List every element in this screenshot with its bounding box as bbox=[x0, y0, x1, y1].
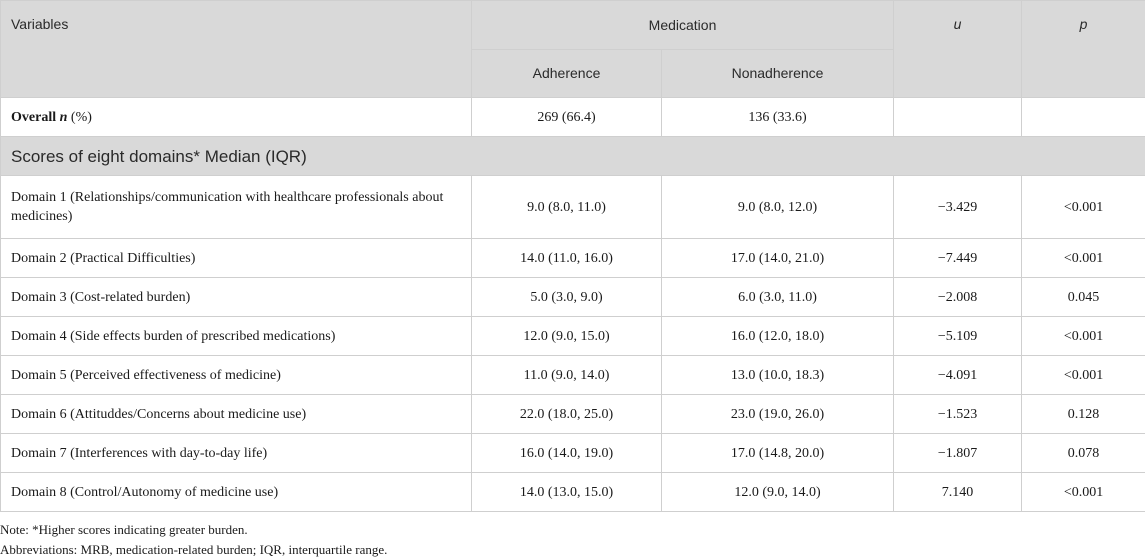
overall-nonadherence: 136 (33.6) bbox=[662, 98, 894, 137]
row-u: 7.140 bbox=[894, 473, 1022, 512]
overall-label: Overall n (%) bbox=[1, 98, 472, 137]
row-p: 0.078 bbox=[1022, 434, 1145, 473]
section-label: Scores of eight domains* Median (IQR) bbox=[1, 137, 1145, 176]
overall-label-bold: Overall bbox=[11, 110, 56, 125]
table-row: Domain 7 (Interferences with day-to-day … bbox=[1, 434, 1145, 473]
row-u: −3.429 bbox=[894, 176, 1022, 239]
row-label: Domain 6 (Attituddes/Concerns about medi… bbox=[1, 395, 472, 434]
table-notes: Note: *Higher scores indicating greater … bbox=[0, 512, 1145, 560]
row-nonadherence: 16.0 (12.0, 18.0) bbox=[662, 317, 894, 356]
row-nonadherence: 6.0 (3.0, 11.0) bbox=[662, 278, 894, 317]
table-row: Domain 3 (Cost-related burden) 5.0 (3.0,… bbox=[1, 278, 1145, 317]
row-adherence: 22.0 (18.0, 25.0) bbox=[472, 395, 662, 434]
row-u: −5.109 bbox=[894, 317, 1022, 356]
overall-row: Overall n (%) 269 (66.4) 136 (33.6) bbox=[1, 98, 1145, 137]
row-p: <0.001 bbox=[1022, 473, 1145, 512]
row-p: <0.001 bbox=[1022, 176, 1145, 239]
row-p: 0.045 bbox=[1022, 278, 1145, 317]
row-adherence: 14.0 (13.0, 15.0) bbox=[472, 473, 662, 512]
row-label: Domain 3 (Cost-related burden) bbox=[1, 278, 472, 317]
row-adherence: 14.0 (11.0, 16.0) bbox=[472, 239, 662, 278]
row-nonadherence: 23.0 (19.0, 26.0) bbox=[662, 395, 894, 434]
header-nonadherence: Nonadherence bbox=[662, 50, 894, 98]
row-label: Domain 7 (Interferences with day-to-day … bbox=[1, 434, 472, 473]
row-u: −1.523 bbox=[894, 395, 1022, 434]
table-body: Overall n (%) 269 (66.4) 136 (33.6) Scor… bbox=[1, 98, 1145, 512]
overall-u bbox=[894, 98, 1022, 137]
row-adherence: 11.0 (9.0, 14.0) bbox=[472, 356, 662, 395]
overall-adherence: 269 (66.4) bbox=[472, 98, 662, 137]
overall-label-n: n bbox=[60, 110, 68, 125]
table-row: Domain 4 (Side effects burden of prescri… bbox=[1, 317, 1145, 356]
row-label: Domain 5 (Perceived effectiveness of med… bbox=[1, 356, 472, 395]
table-row: Domain 2 (Practical Difficulties) 14.0 (… bbox=[1, 239, 1145, 278]
header-variables: Variables bbox=[1, 1, 472, 98]
row-u: −7.449 bbox=[894, 239, 1022, 278]
table-header: Variables Medication u p Adherence Nonad… bbox=[1, 1, 1145, 98]
row-nonadherence: 17.0 (14.0, 21.0) bbox=[662, 239, 894, 278]
row-u: −1.807 bbox=[894, 434, 1022, 473]
note-text: Note: *Higher scores indicating greater … bbox=[0, 520, 1145, 540]
overall-label-pct: (%) bbox=[71, 110, 92, 125]
row-adherence: 16.0 (14.0, 19.0) bbox=[472, 434, 662, 473]
row-nonadherence: 13.0 (10.0, 18.3) bbox=[662, 356, 894, 395]
abbreviations-text: Abbreviations: MRB, medication-related b… bbox=[0, 540, 1145, 560]
table-row: Domain 6 (Attituddes/Concerns about medi… bbox=[1, 395, 1145, 434]
row-p: <0.001 bbox=[1022, 356, 1145, 395]
row-label: Domain 2 (Practical Difficulties) bbox=[1, 239, 472, 278]
header-p: p bbox=[1022, 1, 1145, 98]
table-row: Domain 5 (Perceived effectiveness of med… bbox=[1, 356, 1145, 395]
row-label: Domain 8 (Control/Autonomy of medicine u… bbox=[1, 473, 472, 512]
row-u: −4.091 bbox=[894, 356, 1022, 395]
header-adherence: Adherence bbox=[472, 50, 662, 98]
header-medication: Medication bbox=[472, 1, 894, 50]
table-row: Domain 1 (Relationships/communication wi… bbox=[1, 176, 1145, 239]
table-row: Domain 8 (Control/Autonomy of medicine u… bbox=[1, 473, 1145, 512]
row-u: −2.008 bbox=[894, 278, 1022, 317]
row-label: Domain 1 (Relationships/communication wi… bbox=[1, 176, 472, 239]
row-nonadherence: 12.0 (9.0, 14.0) bbox=[662, 473, 894, 512]
row-label: Domain 4 (Side effects burden of prescri… bbox=[1, 317, 472, 356]
row-p: 0.128 bbox=[1022, 395, 1145, 434]
section-row: Scores of eight domains* Median (IQR) bbox=[1, 137, 1145, 176]
row-p: <0.001 bbox=[1022, 239, 1145, 278]
overall-p bbox=[1022, 98, 1145, 137]
results-table: Variables Medication u p Adherence Nonad… bbox=[0, 0, 1145, 512]
row-adherence: 9.0 (8.0, 11.0) bbox=[472, 176, 662, 239]
header-u: u bbox=[894, 1, 1022, 98]
row-nonadherence: 17.0 (14.8, 20.0) bbox=[662, 434, 894, 473]
row-p: <0.001 bbox=[1022, 317, 1145, 356]
row-adherence: 12.0 (9.0, 15.0) bbox=[472, 317, 662, 356]
row-nonadherence: 9.0 (8.0, 12.0) bbox=[662, 176, 894, 239]
row-adherence: 5.0 (3.0, 9.0) bbox=[472, 278, 662, 317]
